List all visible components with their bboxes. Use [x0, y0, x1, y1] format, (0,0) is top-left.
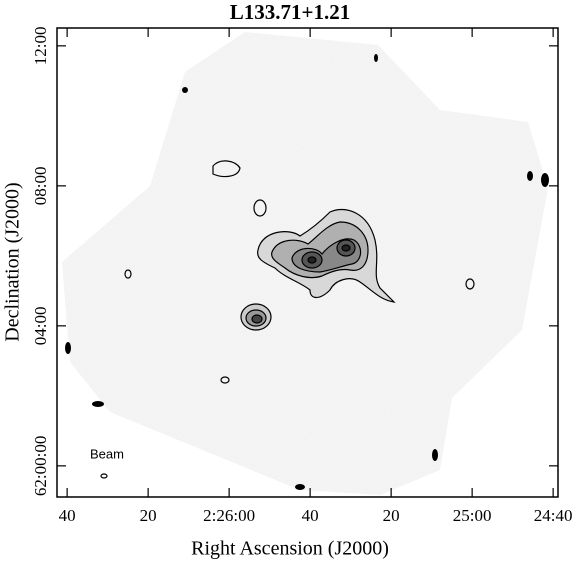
map-image — [62, 32, 549, 495]
y-tick-label: 12:00 — [31, 26, 50, 65]
x-tick-label: 2:26:00 — [203, 506, 255, 525]
chart-title: L133.71+1.21 — [230, 0, 350, 24]
x-tick-label: 40 — [59, 506, 76, 525]
y-axis-label: Declination (J2000) — [2, 182, 24, 341]
beam-label: Beam — [90, 446, 124, 461]
y-tick-label: 08:00 — [31, 166, 50, 205]
y-tick-label: 62:00:00 — [31, 436, 50, 496]
x-tick-label: 40 — [302, 506, 319, 525]
x-tick-label: 25:00 — [453, 506, 492, 525]
plot-frame — [56, 27, 559, 498]
x-tick-label: 20 — [140, 506, 157, 525]
x-axis-label: Right Ascension (J2000) — [191, 538, 389, 560]
x-tick-label: 20 — [383, 506, 400, 525]
y-tick-label: 04:00 — [31, 306, 50, 345]
x-tick-label: 24:40 — [534, 506, 573, 525]
